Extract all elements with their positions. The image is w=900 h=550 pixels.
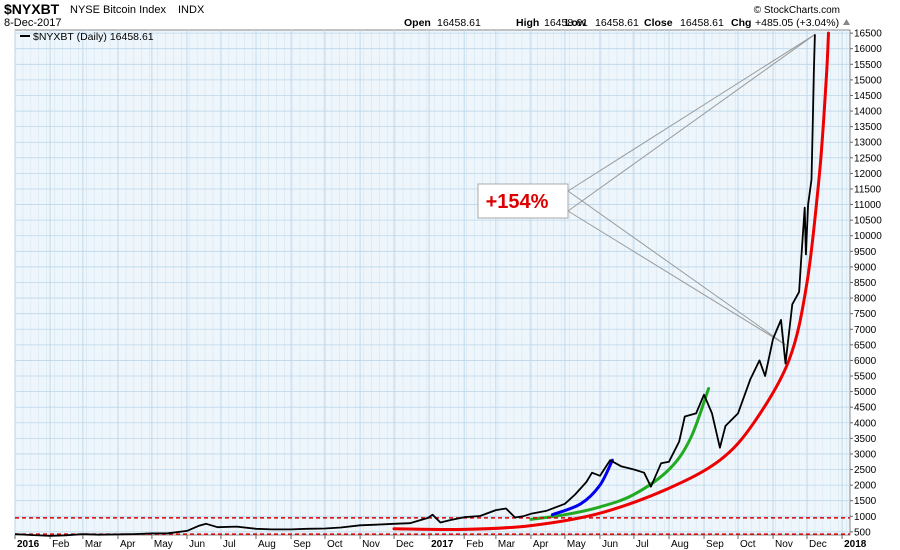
y-tick-label: 7500 [854, 309, 877, 320]
x-tick-label: Aug [671, 539, 689, 550]
y-tick-label: 2000 [854, 481, 877, 492]
x-tick-label: 2017 [431, 539, 454, 550]
y-tick-label: 14000 [854, 107, 882, 118]
y-tick-label: 3000 [854, 449, 877, 460]
y-tick-label: 12500 [854, 153, 882, 164]
y-tick-label: 2500 [854, 465, 877, 476]
date-label: 8-Dec-2017 [4, 17, 61, 29]
y-tick-label: 6500 [854, 340, 877, 351]
symbol-label: $NYXBT [4, 1, 60, 17]
x-tick-label: 2016 [17, 539, 40, 550]
y-tick-label: 15000 [854, 75, 882, 86]
trend-curve [392, 31, 830, 532]
annotations [15, 31, 850, 535]
grid-lines [14, 30, 850, 535]
close-label: Close [644, 17, 673, 29]
high-value: 16458.61 [544, 17, 588, 29]
copyright-label: © StockCharts.com [754, 5, 840, 16]
y-tick-label: 6000 [854, 356, 877, 367]
y-tick-label: 10000 [854, 231, 882, 242]
y-tick-label: 5000 [854, 387, 877, 398]
y-tick-label: 9500 [854, 247, 877, 258]
y-tick-label: 13500 [854, 122, 882, 133]
y-tick-label: 15500 [854, 60, 882, 71]
collapse-arrow-icon[interactable] [843, 19, 850, 25]
x-tick-label: Apr [533, 539, 549, 550]
y-tick-label: 11500 [854, 184, 882, 195]
axes: 500 1000 1500 2000 2500 3000 3500 4000 4500 5000 5… [14, 29, 882, 550]
trend-curve [529, 387, 711, 521]
y-tick-label: 16500 [854, 29, 882, 40]
chg-label: Chg [731, 17, 751, 29]
x-tick-label: Oct [327, 539, 343, 550]
y-tick-label: 1500 [854, 496, 877, 507]
x-tick-label: Jul [636, 539, 649, 550]
y-tick-label: 14500 [854, 91, 882, 102]
x-tick-label: Dec [396, 539, 414, 550]
x-tick-label: May [567, 539, 586, 550]
callout-pointer [567, 190, 786, 346]
x-tick-label: Mar [85, 539, 103, 550]
x-tick-label: 2018 [844, 539, 867, 550]
open-value: 16458.61 [437, 17, 481, 29]
y-tick-label: 8500 [854, 278, 877, 289]
x-tick-label: Nov [775, 539, 793, 550]
open-label: Open [404, 17, 431, 29]
high-label: High [516, 17, 539, 29]
y-tick-label: 3500 [854, 434, 877, 445]
exchange-label: INDX [178, 4, 205, 16]
x-tick-label: Jun [602, 539, 618, 550]
y-tick-label: 9000 [854, 262, 877, 273]
index-name: NYSE Bitcoin Index [70, 4, 166, 16]
x-tick-label: Sep [293, 539, 311, 550]
callout-box [477, 183, 569, 219]
chg-value: +485.05 (+3.04%) [755, 17, 839, 29]
x-tick-label: Feb [52, 539, 70, 550]
y-tick-label: 16000 [854, 44, 882, 55]
x-tick-label: Aug [258, 539, 276, 550]
y-tick-label: 5500 [854, 372, 877, 383]
x-tick-label: Mar [498, 539, 516, 550]
legend: $NYXBT (Daily) 16458.61 [20, 31, 154, 43]
y-tick-label: 1000 [854, 512, 877, 523]
legend-entry: $NYXBT (Daily) 16458.61 [33, 31, 154, 43]
callout-pointer [567, 34, 816, 212]
x-tick-label: Apr [120, 539, 136, 550]
x-tick-label: Dec [809, 539, 827, 550]
low-label: Low [565, 17, 587, 29]
callout-pointer [567, 210, 786, 346]
y-tick-label: 4500 [854, 403, 877, 414]
trend-curve [550, 458, 614, 517]
callout-pointer [567, 33, 816, 192]
x-tick-label: Jun [189, 539, 205, 550]
y-tick-label: 7000 [854, 325, 877, 336]
callout-label: +154% [486, 191, 549, 213]
x-tick-label: Sep [706, 539, 724, 550]
x-tick-label: May [154, 539, 173, 550]
price-line [14, 34, 816, 537]
x-tick-label: Jul [223, 539, 236, 550]
y-tick-label: 500 [854, 527, 871, 538]
x-tick-label: Oct [740, 539, 756, 550]
series-lines [14, 34, 816, 537]
y-tick-label: 13000 [854, 138, 882, 149]
x-tick-label: Feb [466, 539, 484, 550]
y-tick-label: 12000 [854, 169, 882, 180]
x-tick-label: Nov [362, 539, 380, 550]
y-tick-label: 8000 [854, 294, 877, 305]
low-value: 16458.61 [595, 17, 639, 29]
y-tick-label: 10500 [854, 216, 882, 227]
percent-callout: +154% [477, 183, 569, 219]
y-tick-label: 4000 [854, 418, 877, 429]
y-tick-label: 11000 [854, 200, 882, 211]
close-value: 16458.61 [680, 17, 724, 29]
